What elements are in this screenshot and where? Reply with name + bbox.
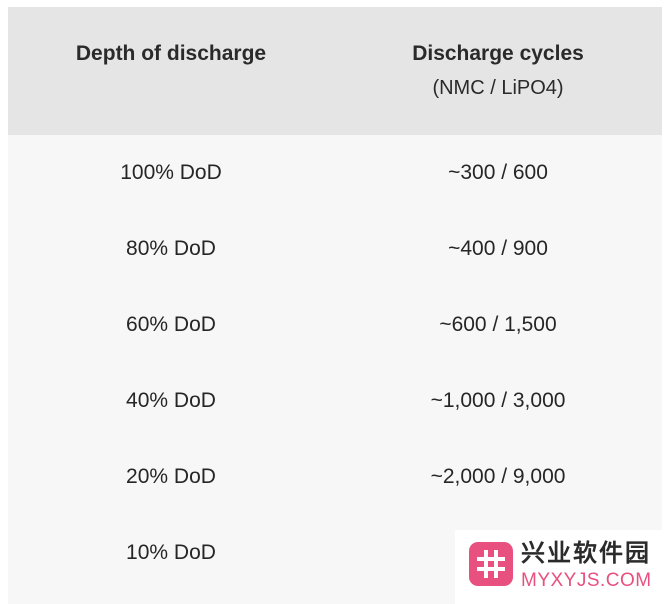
discharge-table: Depth of discharge Discharge cycles (NMC… — [8, 7, 662, 604]
table-row: 60% DoD ~600 / 1,500 — [8, 287, 662, 363]
table-row: 20% DoD ~2,000 / 9,000 — [8, 439, 662, 515]
hash-icon — [469, 542, 513, 586]
header-title-cycles: Discharge cycles — [412, 42, 584, 65]
header-title-depth: Depth of discharge — [75, 42, 267, 65]
dod-cell: 100% DoD — [120, 161, 222, 184]
dod-cell: 40% DoD — [126, 389, 216, 412]
dod-cell: 20% DoD — [126, 465, 216, 488]
table-row: 40% DoD ~1,000 / 3,000 — [8, 363, 662, 439]
watermark: 兴业软件园 MYXYJS.COM — [455, 530, 670, 604]
watermark-url: MYXYJS.COM — [521, 570, 652, 591]
cycles-cell: ~300 / 600 — [448, 161, 548, 184]
watermark-title: 兴业软件园 — [521, 540, 651, 567]
header-cell-cycles: Discharge cycles (NMC / LiPO4) — [334, 7, 662, 135]
dod-cell: 10% DoD — [126, 541, 216, 564]
dod-cell: 80% DoD — [126, 237, 216, 260]
cycles-cell: ~400 / 900 — [448, 237, 548, 260]
table-row: 100% DoD ~300 / 600 — [8, 135, 662, 211]
table-row: 80% DoD ~400 / 900 — [8, 211, 662, 287]
cycles-cell: ~600 / 1,500 — [439, 313, 557, 336]
table-header: Depth of discharge Discharge cycles (NMC… — [8, 7, 662, 135]
header-cell-depth: Depth of discharge — [8, 7, 334, 135]
cycles-cell: ~1,000 / 3,000 — [430, 389, 566, 412]
header-subtitle-cycles: (NMC / LiPO4) — [432, 77, 564, 99]
cycles-cell: ~2,000 / 9,000 — [430, 465, 566, 488]
dod-cell: 60% DoD — [126, 313, 216, 336]
